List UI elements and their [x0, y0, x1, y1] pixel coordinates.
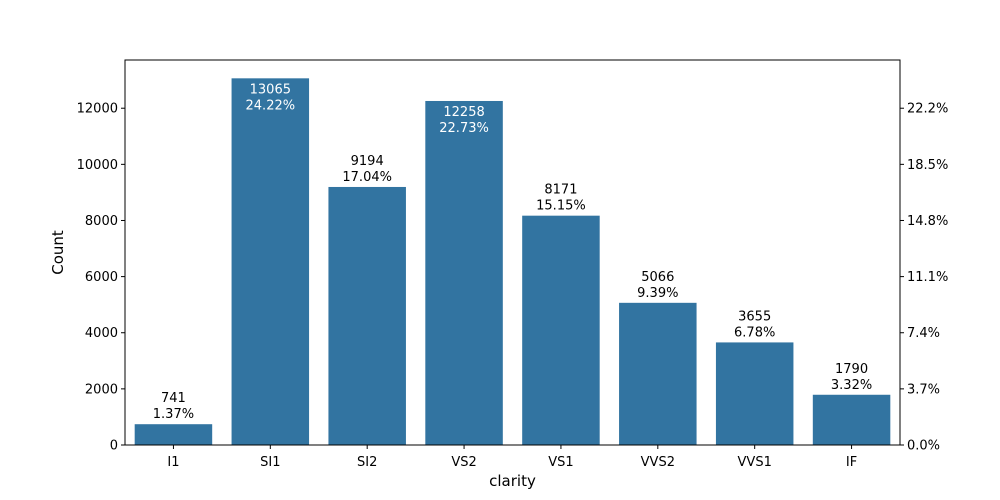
x-tick-label: VS2 — [451, 455, 476, 470]
bar-percent-label: 22.73% — [439, 121, 489, 136]
y-tick-label: 2000 — [85, 382, 118, 397]
bar-value-label: 1790 — [835, 362, 868, 377]
bar-value-label: 5066 — [641, 270, 674, 285]
right-tick-label: 7.4% — [907, 326, 940, 341]
right-tick-label: 14.8% — [907, 214, 948, 229]
x-tick-label: VVS1 — [738, 455, 772, 470]
x-tick-label: VS1 — [548, 455, 573, 470]
x-tick-label: IF — [846, 455, 857, 470]
bar-percent-label: 6.78% — [734, 325, 775, 340]
plot-frame — [124, 59, 901, 446]
left-axis: 0 2000 4000 6000 8000 10000 12000 — [77, 102, 125, 454]
x-tick-label: SI2 — [357, 455, 377, 470]
bar-value-label: 741 — [161, 391, 186, 406]
right-tick-label: 22.2% — [907, 102, 948, 117]
bar-vs1 — [522, 215, 600, 445]
y-tick-label: 0 — [110, 439, 118, 454]
y-tick-label: 12000 — [77, 102, 118, 117]
x-axis-title: clarity — [489, 472, 536, 490]
y-tick-label: 8000 — [85, 214, 118, 229]
bar-vvs2 — [619, 302, 697, 445]
bar-percent-label: 9.39% — [637, 286, 678, 301]
bar-si2 — [328, 186, 406, 446]
y-axis-title: Count — [49, 230, 67, 275]
bar-vs2 — [425, 100, 503, 446]
x-tick-label: I1 — [167, 455, 179, 470]
bar-percent-label: 24.22% — [246, 98, 296, 113]
bar-value-label: 9194 — [351, 154, 384, 169]
bars-group — [134, 78, 891, 446]
bar-percent-label: 17.04% — [342, 170, 392, 185]
bar-value-label: 12258 — [443, 105, 484, 120]
right-tick-label: 11.1% — [907, 270, 948, 285]
y-tick-label: 10000 — [77, 158, 118, 173]
bar-i1 — [134, 424, 213, 445]
x-tick-label: VVS2 — [641, 455, 675, 470]
bar-value-label: 13065 — [250, 82, 291, 97]
bar-percent-label: 15.15% — [536, 199, 586, 214]
bar-percent-label: 3.32% — [831, 378, 872, 393]
right-tick-label: 18.5% — [907, 158, 948, 173]
bar-si1 — [231, 78, 310, 445]
y-tick-label: 4000 — [85, 326, 118, 341]
x-axis: I1 SI1 SI2 VS2 VS1 VVS2 VVS1 IF — [167, 445, 857, 470]
right-tick-label: 0.0% — [907, 439, 940, 454]
bar-percent-label: 1.37% — [153, 407, 194, 422]
right-axis: 0.0% 3.7% 7.4% 11.1% 14.8% 18.5% 22.2% — [900, 102, 948, 454]
bar-value-label: 8171 — [544, 183, 577, 198]
y-tick-label: 6000 — [85, 270, 118, 285]
bar-if — [812, 394, 891, 445]
x-tick-label: SI1 — [260, 455, 280, 470]
right-tick-label: 3.7% — [907, 382, 940, 397]
bar-vvs1 — [715, 342, 794, 445]
bar-value-label: 3655 — [738, 309, 771, 324]
